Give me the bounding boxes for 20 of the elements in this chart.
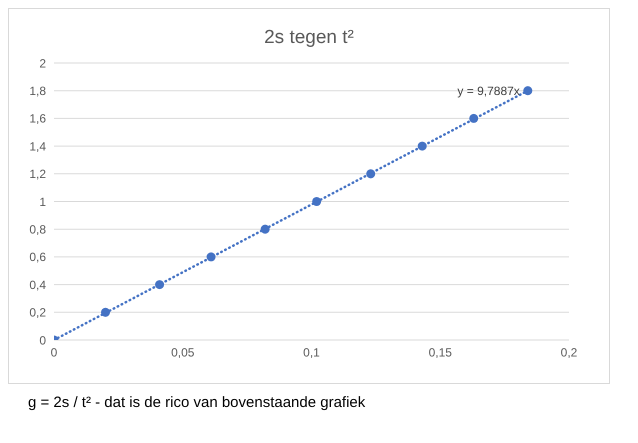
- x-tick-label: 0: [50, 346, 58, 360]
- x-tick-label: 0,05: [171, 346, 195, 360]
- chart-title: 2s tegen t²: [264, 27, 354, 48]
- y-tick-label: 0,2: [29, 306, 46, 320]
- y-tick-label: 1,4: [29, 139, 46, 154]
- y-tick-label: 1,2: [29, 167, 46, 182]
- annotation: y = 9,7887x: [457, 84, 520, 98]
- x-tick-label: 0,15: [428, 346, 452, 360]
- y-tick-label: 1,6: [29, 112, 46, 126]
- y-tick-label: 0: [39, 333, 46, 348]
- y-tick-label: 0,4: [29, 278, 46, 292]
- x-tick-label: 0,1: [303, 346, 320, 360]
- y-tick-label: 1,8: [29, 84, 46, 98]
- text: g = 2s / t² - dat is de rico van bovenstaande grafiek: [28, 394, 366, 411]
- y-tick-label: 2: [39, 56, 46, 70]
- y-tick-label: 0,8: [29, 222, 46, 236]
- x-tick-label: 0,2: [560, 346, 578, 360]
- point: [523, 86, 532, 96]
- y-tick-label: 0,6: [29, 250, 46, 264]
- y-tick-label: 1: [39, 194, 46, 209]
